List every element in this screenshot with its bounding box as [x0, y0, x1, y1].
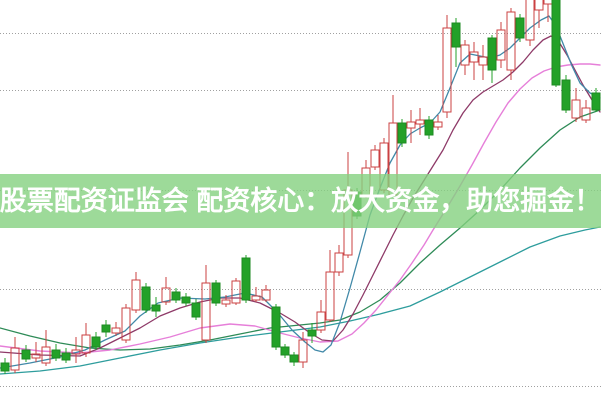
candle: [415, 108, 425, 135]
candle: [460, 40, 470, 75]
candle: [221, 295, 231, 307]
candle: [201, 265, 211, 343]
candle: [307, 323, 317, 343]
candle: [151, 297, 161, 317]
candle: [561, 75, 571, 113]
candle: [231, 278, 241, 305]
candle: [469, 42, 479, 80]
candle: [121, 304, 131, 343]
ma-magenta: [0, 35, 601, 357]
candle: [161, 277, 171, 305]
candle: [534, 0, 544, 28]
candle: [21, 345, 31, 362]
candle: [352, 188, 362, 219]
candle: [271, 304, 281, 350]
candle: [515, 14, 525, 42]
candle: [370, 145, 380, 170]
candle: [191, 299, 201, 320]
candle: [41, 330, 51, 366]
ma-green: [0, 109, 601, 351]
candle: [91, 332, 101, 350]
candle: [10, 337, 20, 373]
candle: [111, 322, 121, 336]
candle: [81, 323, 91, 357]
candle: [241, 255, 251, 303]
ma-slow-teal: [0, 226, 601, 375]
candle: [181, 293, 191, 306]
candle: [251, 287, 261, 302]
candle: [551, 0, 561, 87]
candle: [406, 110, 416, 143]
candle: [51, 344, 61, 361]
candle: [433, 115, 443, 130]
candle: [0, 358, 10, 374]
candle: [211, 280, 221, 306]
candle: [543, 0, 553, 22]
ma-pink: [0, 63, 601, 354]
candle: [397, 119, 407, 147]
candle: [361, 160, 371, 198]
candle: [487, 35, 497, 83]
candle: [101, 320, 111, 337]
candle: [261, 285, 271, 302]
candle: [31, 342, 41, 362]
candle: [141, 283, 151, 313]
candle: [334, 245, 344, 276]
candle: [506, 8, 516, 80]
candle: [388, 95, 398, 197]
candle: [298, 332, 308, 368]
candle: [424, 116, 434, 139]
candle: [581, 100, 591, 123]
candle: [280, 344, 290, 358]
candle: [525, 0, 535, 46]
grid-lines: [0, 33, 601, 387]
candle: [496, 22, 506, 68]
candle: [131, 272, 141, 313]
candle: [571, 88, 581, 122]
candle: [591, 88, 601, 112]
candles-layer: [0, 0, 601, 374]
candle: [325, 250, 335, 322]
candle: [316, 300, 326, 333]
candle: [451, 18, 461, 67]
candle: [61, 348, 71, 363]
candle: [343, 152, 353, 258]
candle: [442, 15, 452, 118]
candle: [289, 352, 299, 366]
ma-fast-cyan: [0, 15, 601, 369]
candle: [71, 337, 81, 363]
candle: [478, 45, 488, 80]
candle: [171, 288, 181, 303]
